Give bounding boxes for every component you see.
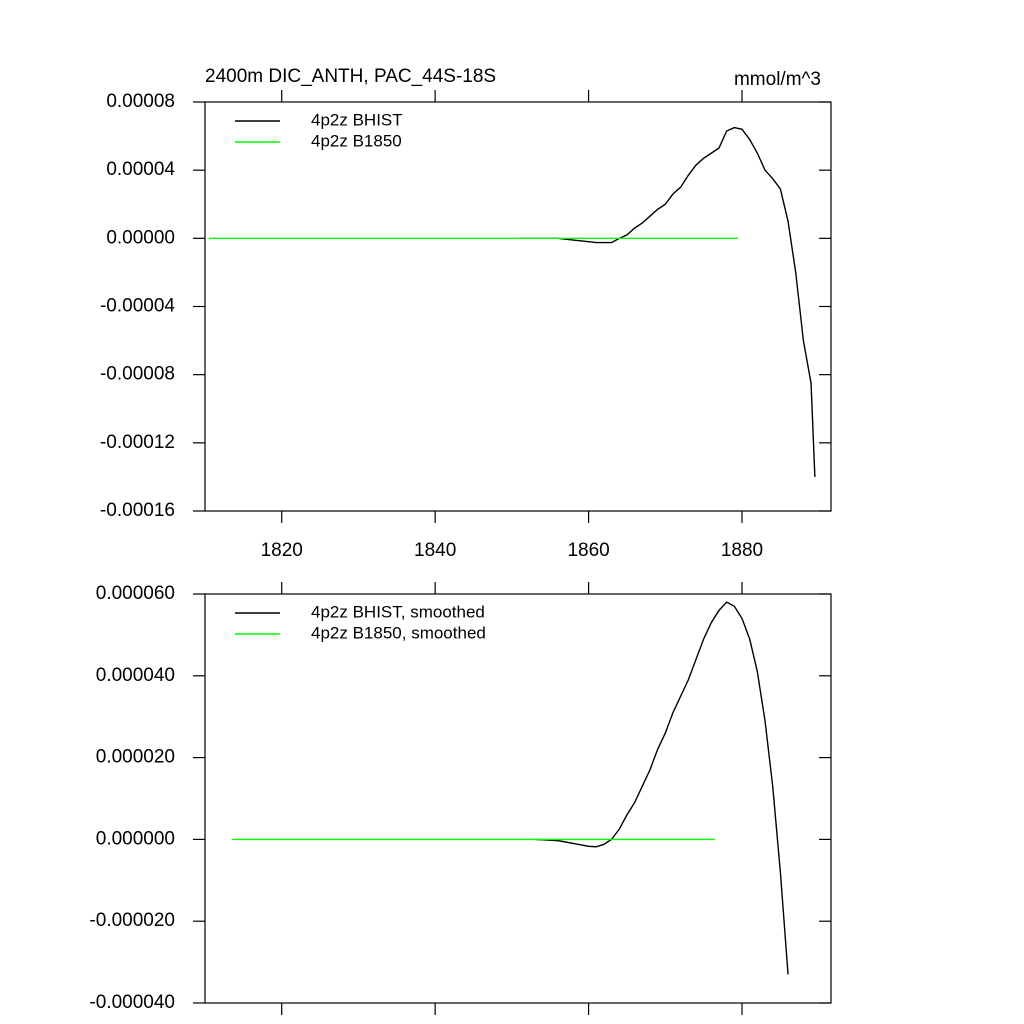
y-tick-label: -0.000040 [89,992,175,1013]
plot-frame [204,101,832,512]
series-line [519,126,816,477]
y-tick-label: 0.000040 [96,665,175,686]
y-tick-label: -0.00012 [100,432,175,453]
legend-label: 4p2z BHIST [311,110,403,129]
y-tick-label: -0.00004 [100,296,175,317]
series-line [534,601,789,975]
y-tick-label: 0.000060 [96,583,175,604]
x-tick-label: 1820 [261,540,303,561]
y-tick-label: 0.00004 [106,159,175,180]
x-tick-label: 1860 [567,540,609,561]
chart-title: 2400m DIC_ANTH, PAC_44S-18S [205,66,496,87]
y-tick-label: 0.000020 [96,747,175,768]
y-tick-label: -0.00016 [100,500,175,521]
y-tick-label: 0.000000 [96,828,175,849]
x-tick-label: 1880 [721,540,763,561]
plot-frame [204,593,832,1004]
legend-label: 4p2z BHIST, smoothed [311,602,485,621]
y-tick-label: 0.00008 [106,91,175,112]
y-tick-label: -0.000020 [89,910,175,931]
y-tick-label: 0.00000 [106,227,175,248]
legend-label: 4p2z B1850, smoothed [311,623,486,642]
legend-label: 4p2z B1850 [311,131,402,150]
units-label: mmol/m^3 [734,69,821,90]
y-tick-label: -0.00008 [100,364,175,385]
x-tick-label: 1840 [414,540,456,561]
